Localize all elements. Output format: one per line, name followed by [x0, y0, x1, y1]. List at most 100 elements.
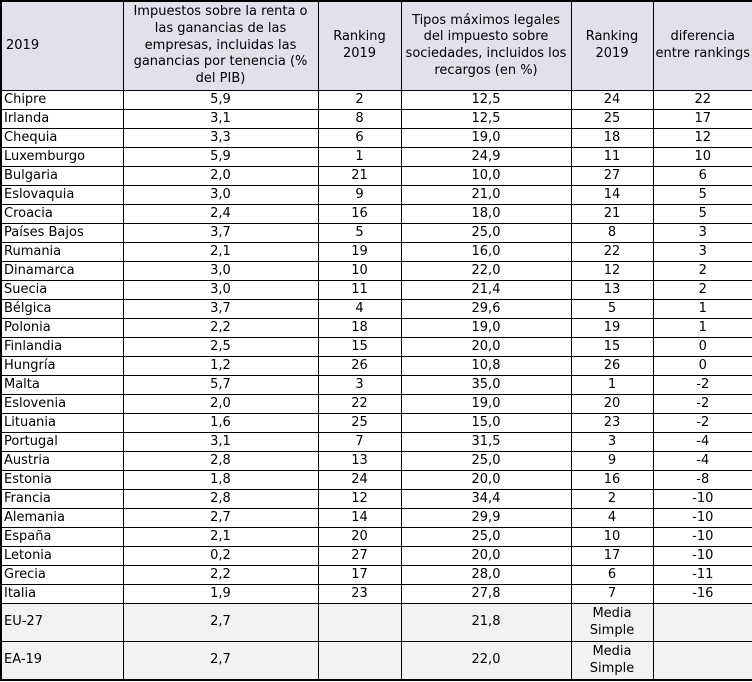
value-cell: 12: [652, 128, 752, 148]
country-cell: Rumania: [0, 242, 124, 262]
value-cell: 2: [652, 261, 752, 281]
table-row: Portugal 3,1 7 31,5 3 -4: [0, 432, 752, 452]
table-row: Letonia 0,2 27 20,0 17 -10: [0, 546, 752, 566]
table-row: Alemania 2,7 14 29,9 4 -10: [0, 508, 752, 528]
value-cell: 21: [570, 204, 654, 224]
value-cell: 1: [652, 318, 752, 338]
value-cell: 20: [317, 527, 402, 547]
value-cell: 18: [570, 128, 654, 148]
country-cell: Bulgaria: [0, 166, 124, 186]
value-cell: 3: [652, 223, 752, 243]
country-cell: Francia: [0, 489, 124, 509]
header-ranking-2: Ranking 2019: [570, 0, 654, 91]
value-cell: 1: [317, 147, 402, 167]
value-cell: 5,7: [122, 375, 319, 395]
country-cell: Grecia: [0, 565, 124, 585]
country-cell: Chequia: [0, 128, 124, 148]
value-cell: 10,0: [400, 166, 572, 186]
value-cell: [652, 603, 752, 642]
value-cell: 27,8: [400, 584, 572, 604]
value-cell: 12,5: [400, 90, 572, 110]
value-cell: 2: [570, 489, 654, 509]
value-cell: [317, 603, 402, 642]
table-row: Francia 2,8 12 34,4 2 -10: [0, 489, 752, 509]
value-cell: 0: [652, 356, 752, 376]
table-row: Países Bajos 3,7 5 25,0 8 3: [0, 223, 752, 243]
table-row: Chequia 3,3 6 19,0 18 12: [0, 128, 752, 148]
table-row: Finlandia 2,5 15 20,0 15 0: [0, 337, 752, 357]
value-cell: 17: [570, 546, 654, 566]
value-cell: 18: [317, 318, 402, 338]
value-cell: -2: [652, 413, 752, 433]
value-cell: 11: [317, 280, 402, 300]
value-cell: [317, 641, 402, 681]
value-cell: 24: [570, 90, 654, 110]
header-ranking-1: Ranking 2019: [317, 0, 402, 91]
value-cell: 19,0: [400, 128, 572, 148]
value-cell: 3,1: [122, 109, 319, 129]
value-cell: -10: [652, 508, 752, 528]
summary-row: EU-27 2,7 21,8 Media Simple: [0, 603, 752, 642]
value-cell: 25: [317, 413, 402, 433]
value-cell: 29,9: [400, 508, 572, 528]
value-cell: 21,0: [400, 185, 572, 205]
value-cell: 14: [317, 508, 402, 528]
value-cell: 3: [317, 375, 402, 395]
value-cell: 22,0: [400, 261, 572, 281]
country-cell: Eslovenia: [0, 394, 124, 414]
country-cell: Finlandia: [0, 337, 124, 357]
table-row: Polonia 2,2 18 19,0 19 1: [0, 318, 752, 338]
value-cell: 6: [570, 565, 654, 585]
value-cell: 20,0: [400, 546, 572, 566]
value-cell: 20: [570, 394, 654, 414]
value-cell: 10: [570, 527, 654, 547]
value-cell: 3,7: [122, 299, 319, 319]
value-cell: 2,5: [122, 337, 319, 357]
value-cell: 22,0: [400, 641, 572, 681]
value-cell: 18,0: [400, 204, 572, 224]
value-cell: -2: [652, 394, 752, 414]
value-cell: 3,0: [122, 280, 319, 300]
value-cell: 19: [317, 242, 402, 262]
value-cell: 1,6: [122, 413, 319, 433]
value-cell: 3,7: [122, 223, 319, 243]
table-row: Chipre 5,9 2 12,5 24 22: [0, 90, 752, 110]
value-cell: 11: [570, 147, 654, 167]
value-cell: 7: [317, 432, 402, 452]
value-cell: -10: [652, 546, 752, 566]
value-cell: Media Simple: [570, 641, 654, 681]
value-cell: 5,9: [122, 147, 319, 167]
value-cell: 2: [652, 280, 752, 300]
table-row: Eslovaquia 3,0 9 21,0 14 5: [0, 185, 752, 205]
country-cell: Países Bajos: [0, 223, 124, 243]
value-cell: 17: [317, 565, 402, 585]
country-cell: Luxemburgo: [0, 147, 124, 167]
country-cell: Chipre: [0, 90, 124, 110]
value-cell: 2,2: [122, 318, 319, 338]
country-cell: Suecia: [0, 280, 124, 300]
value-cell: 20,0: [400, 470, 572, 490]
value-cell: 10: [317, 261, 402, 281]
value-cell: 25: [570, 109, 654, 129]
value-cell: -4: [652, 451, 752, 471]
value-cell: 5: [570, 299, 654, 319]
value-cell: 17: [652, 109, 752, 129]
header-year: 2019: [0, 0, 124, 91]
value-cell: 12,5: [400, 109, 572, 129]
value-cell: 25,0: [400, 527, 572, 547]
value-cell: 2,2: [122, 565, 319, 585]
value-cell: 27: [570, 166, 654, 186]
value-cell: 2,0: [122, 394, 319, 414]
value-cell: 6: [317, 128, 402, 148]
value-cell: 8: [317, 109, 402, 129]
value-cell: 5: [317, 223, 402, 243]
table-row: Irlanda 3,1 8 12,5 25 17: [0, 109, 752, 129]
value-cell: 10,8: [400, 356, 572, 376]
value-cell: 34,4: [400, 489, 572, 509]
table-row: España 2,1 20 25,0 10 -10: [0, 527, 752, 547]
value-cell: 5,9: [122, 90, 319, 110]
value-cell: 22: [570, 242, 654, 262]
value-cell: 2,1: [122, 242, 319, 262]
table-row: Croacia 2,4 16 18,0 21 5: [0, 204, 752, 224]
header-income-tax-gdp: Impuestos sobre la renta o las ganancias…: [122, 0, 319, 91]
